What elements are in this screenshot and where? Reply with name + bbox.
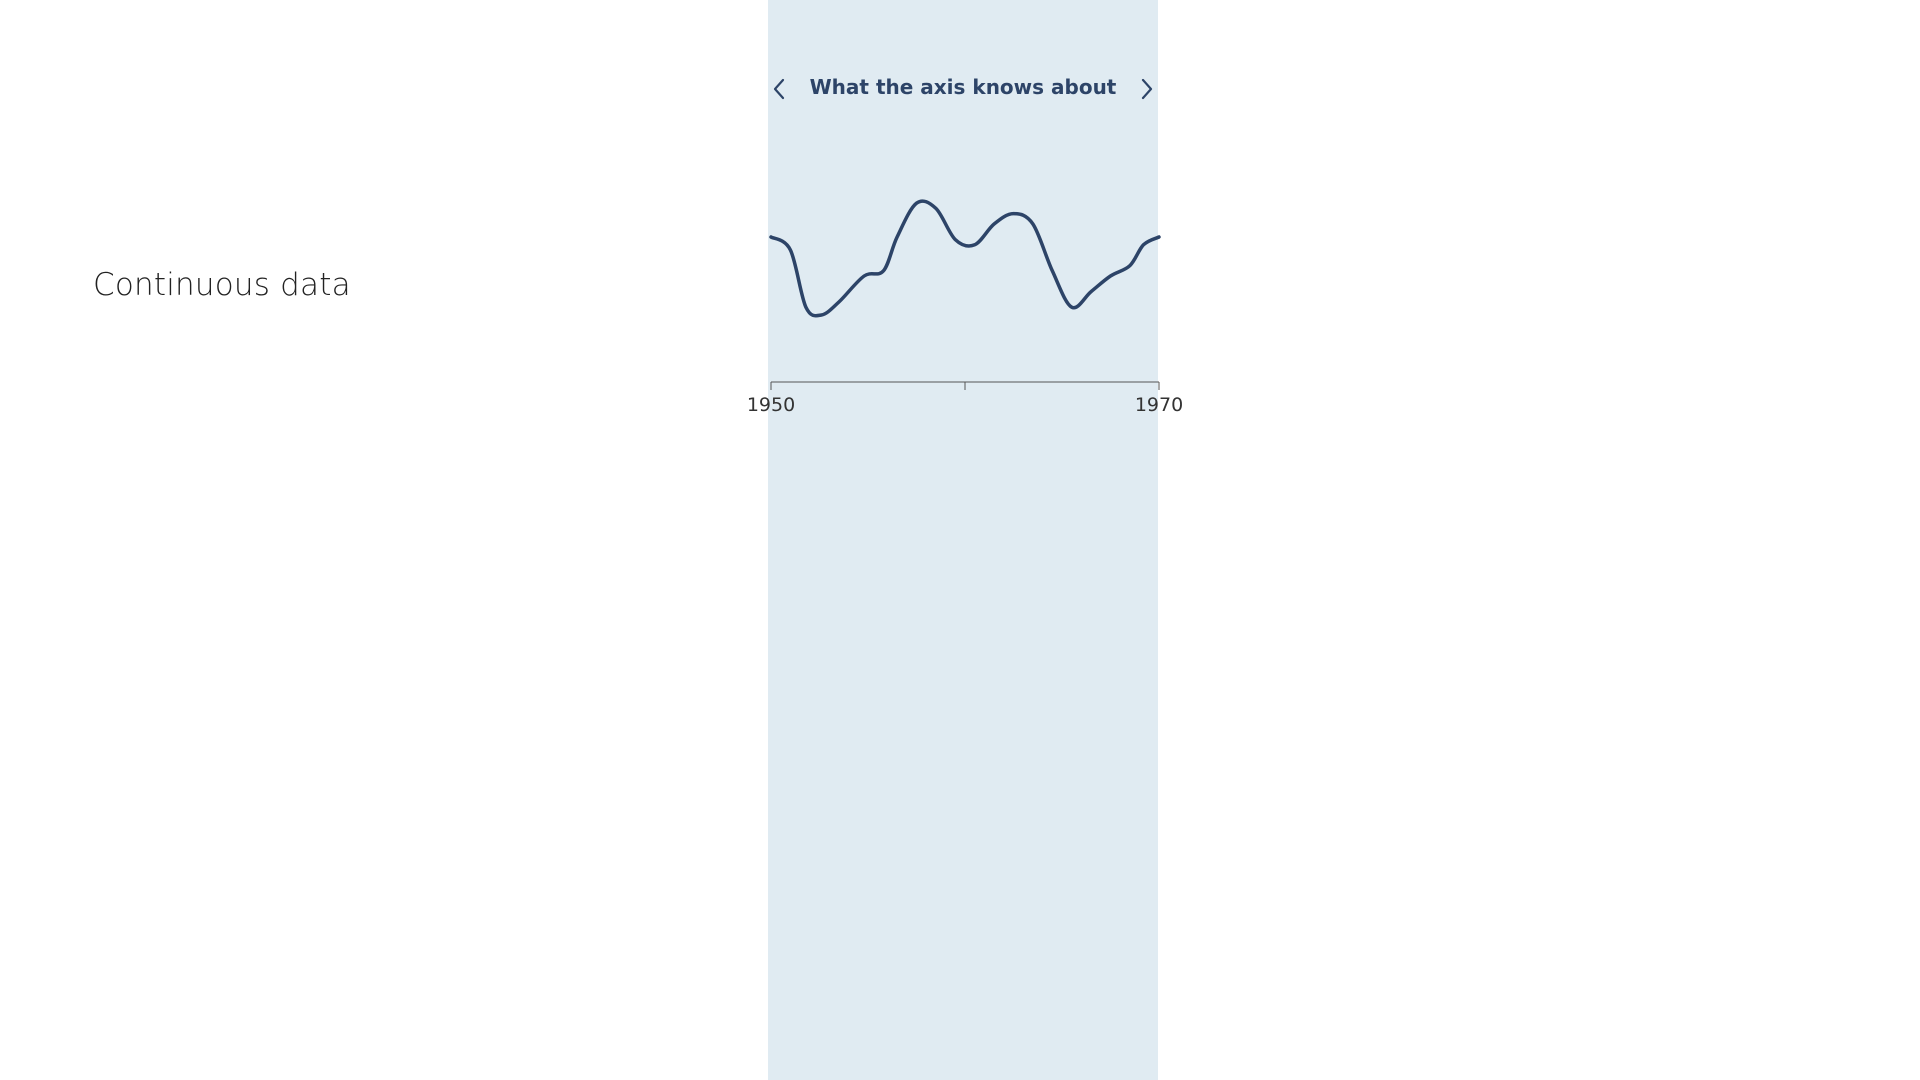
x-tick-label: 1950: [747, 394, 795, 416]
series-line: [769, 199, 1161, 318]
chart-title: What the axis knows about: [809, 75, 1117, 99]
x-tick-label: 1970: [1135, 394, 1183, 416]
chart-panel: What the axis knows about: [768, 0, 1158, 1080]
section-label: Continuous data: [93, 267, 351, 303]
next-button[interactable]: [1134, 74, 1158, 104]
previous-button[interactable]: [768, 74, 792, 104]
chevron-right-icon: [1141, 78, 1153, 100]
chevron-left-icon: [773, 78, 785, 100]
